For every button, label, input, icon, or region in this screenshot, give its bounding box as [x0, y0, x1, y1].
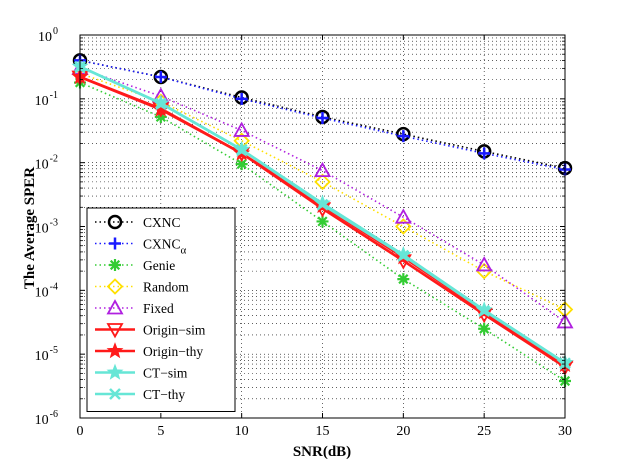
x-tick-label: 20 — [396, 424, 410, 439]
triangle-up-marker — [313, 161, 332, 178]
y-tick-label: 10-5 — [35, 345, 58, 364]
asterisk-marker — [316, 215, 329, 228]
plus-marker — [397, 130, 410, 143]
asterisk-marker — [235, 158, 248, 171]
asterisk-marker — [478, 322, 491, 335]
plus-marker — [478, 147, 491, 160]
x-marker — [478, 304, 491, 317]
series-layer — [71, 53, 574, 387]
diamond-marker — [314, 173, 331, 191]
legend-label: CT−thy — [143, 387, 185, 402]
series-1 — [74, 54, 571, 176]
legend-entry: Fixed — [95, 299, 174, 316]
x-tick-label: 0 — [77, 424, 84, 439]
x-tick-label: 10 — [235, 424, 249, 439]
diamond-marker — [106, 278, 124, 295]
y-tick-exponent: -4 — [50, 281, 58, 292]
y-tick-label: 10-6 — [35, 409, 58, 428]
star-marker — [106, 363, 124, 380]
triangle-up-marker — [475, 256, 493, 272]
y-axis-title: The Average SPER — [22, 167, 38, 289]
triangle-down-marker — [106, 323, 124, 339]
legend-label: Origin−thy — [143, 344, 203, 359]
triangle-up-marker — [233, 121, 251, 137]
series-8 — [74, 60, 571, 370]
legend-label: Origin−sim — [143, 323, 206, 338]
x-tick-label: 15 — [316, 424, 330, 439]
x-tick-label: 5 — [157, 424, 164, 439]
diamond-marker — [475, 262, 493, 280]
legend-entry: CT−thy — [95, 387, 185, 402]
star-marker — [106, 342, 124, 359]
x-tick-label: 25 — [477, 424, 491, 439]
triangle-up-marker — [106, 299, 124, 315]
triangle-up-marker — [394, 208, 412, 224]
x-tick-label: 30 — [558, 424, 572, 439]
legend-label: Random — [143, 280, 189, 295]
y-tick-label: 10-4 — [35, 281, 58, 300]
legend-label: Genie — [143, 258, 175, 273]
diamond-marker — [395, 218, 412, 235]
x-marker — [316, 198, 329, 211]
x-marker — [154, 97, 167, 110]
y-tick-exponent: -2 — [50, 154, 58, 165]
y-tick-exponent: -5 — [50, 345, 58, 356]
y-tick-exponent: -1 — [50, 90, 58, 101]
y-tick-label: 100 — [38, 26, 58, 45]
y-tick-exponent: -3 — [50, 218, 58, 229]
legend-entry: Genie — [95, 258, 175, 273]
y-tick-label: 10-2 — [35, 154, 58, 173]
legend-label-subscript: α — [181, 245, 187, 257]
y-tick-label: 10-1 — [35, 90, 58, 109]
asterisk-marker — [397, 273, 410, 286]
legend-entry: Origin−sim — [95, 323, 206, 339]
x-marker — [397, 249, 410, 262]
y-tick-label: 10-3 — [35, 218, 58, 237]
series-line — [79, 67, 566, 323]
x-axis-title: SNR(dB) — [293, 444, 351, 460]
plus-marker — [235, 92, 248, 105]
legend: CXNCCXNCαGenieRandomFixedOrigin−simOrigi… — [86, 207, 236, 412]
x-marker — [235, 143, 248, 156]
legend-entry: CXNC — [95, 214, 181, 230]
legend-entry: Origin−thy — [95, 342, 203, 359]
plus-marker — [316, 112, 329, 125]
legend-label: CXNC — [143, 215, 181, 230]
circle-marker — [107, 214, 123, 230]
y-tick-exponent: 0 — [53, 26, 58, 37]
plus-marker — [109, 237, 121, 250]
legend-label: CT−sim — [143, 366, 188, 381]
legend-entry: CT−sim — [95, 363, 188, 381]
legend-entry: Random — [95, 278, 189, 295]
x-marker — [109, 388, 121, 400]
plus-marker — [154, 70, 167, 83]
y-tick-exponent: -6 — [50, 409, 58, 420]
asterisk-marker — [109, 259, 121, 271]
legend-label: Fixed — [143, 301, 174, 316]
